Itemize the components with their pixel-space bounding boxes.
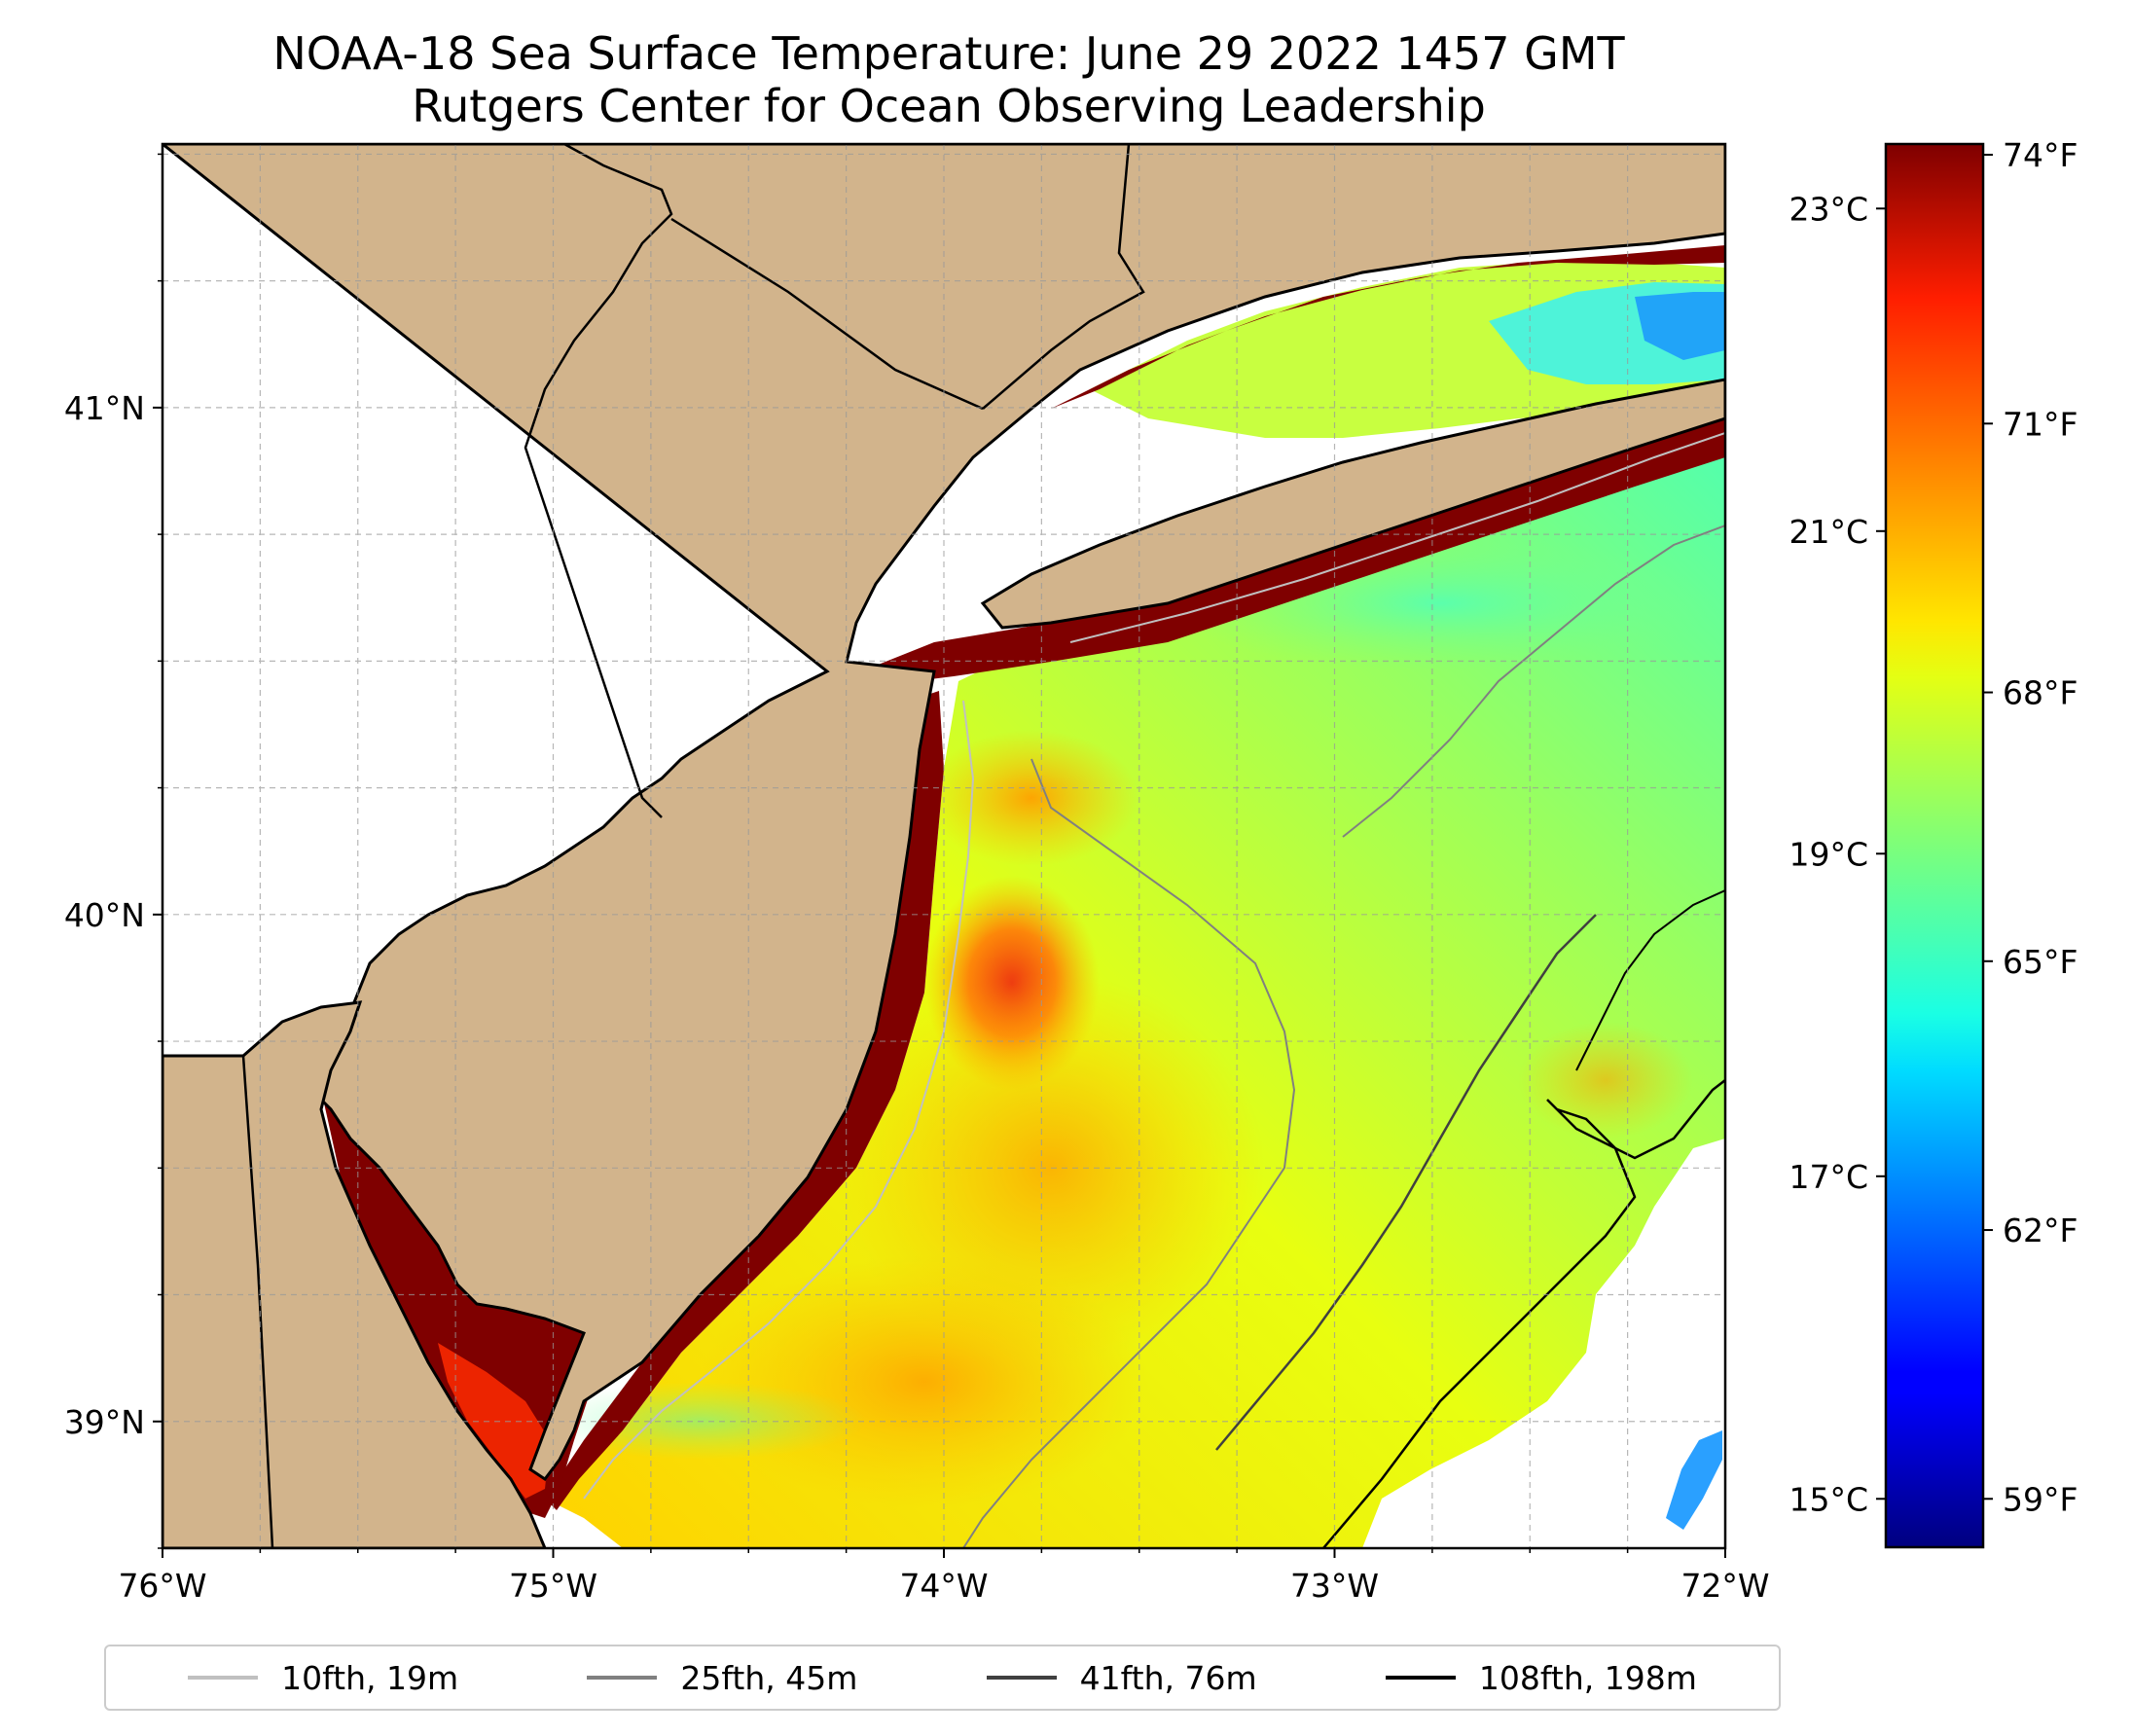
contour-25fth xyxy=(962,758,1296,1548)
cbar-c-label: 23°C xyxy=(1789,190,1868,228)
y-tick-label: 39°N xyxy=(64,1403,145,1441)
x-axis: 76°W 75°W 74°W 73°W 72°W xyxy=(118,1548,1770,1605)
cbar-f-label: 68°F xyxy=(2003,674,2078,712)
contour-41fth xyxy=(1215,914,1597,1451)
cbar-c-label: 19°C xyxy=(1789,835,1868,873)
cbar-f-label: 74°F xyxy=(2003,136,2078,174)
sst-coastal-warm-li-north xyxy=(1051,245,1725,409)
contour-108fth xyxy=(1322,1079,1725,1548)
contour-25fth-east xyxy=(1342,524,1725,838)
x-tick-label: 74°W xyxy=(899,1567,988,1605)
legend-item: 108fth, 198m xyxy=(1385,1658,1697,1697)
cbar-c-label: 21°C xyxy=(1789,513,1868,551)
legend-swatch xyxy=(986,1676,1057,1680)
y-tick-label: 40°N xyxy=(64,896,145,934)
legend: 10fth, 19m 25fth, 45m 41fth, 76m 108fth, 19… xyxy=(104,1645,1781,1711)
cbar-f-label: 59°F xyxy=(2003,1480,2078,1518)
chart-subtitle: Rutgers Center for Ocean Observing Leade… xyxy=(412,80,1486,132)
legend-swatch xyxy=(1385,1676,1456,1680)
x-tick-label: 75°W xyxy=(509,1567,597,1605)
x-tick-label: 76°W xyxy=(118,1567,206,1605)
land-long-island xyxy=(980,378,1725,630)
cbar-c-label: 17°C xyxy=(1789,1158,1868,1196)
legend-label: 25fth, 45m xyxy=(680,1658,858,1697)
x-tick-label: 72°W xyxy=(1680,1567,1769,1605)
state-border-pa-nj xyxy=(524,144,673,818)
y-axis: 41°N 40°N 39°N xyxy=(64,153,163,1549)
colorbar-celsius-axis: 15°C 17°C 19°C 21°C 23°C xyxy=(1789,190,1886,1518)
legend-item: 41fth, 76m xyxy=(986,1658,1257,1697)
sst-warm-east xyxy=(1518,1022,1693,1139)
y-tick-label: 41°N xyxy=(64,389,145,427)
sst-coastal-warm-nj xyxy=(545,691,944,1510)
contour-10fth-li xyxy=(1069,432,1725,643)
cbar-f-label: 62°F xyxy=(2003,1212,2078,1249)
sst-cool-patch-se xyxy=(1666,1430,1722,1530)
cbar-c-label: 15°C xyxy=(1789,1480,1868,1518)
legend-swatch xyxy=(188,1676,259,1680)
gridlines xyxy=(162,144,1726,1549)
colorbar xyxy=(1884,142,1985,1549)
colorbar-fahrenheit-axis: 59°F 62°F 65°F 68°F 71°F 74°F xyxy=(1983,136,2078,1518)
legend-item: 10fth, 19m xyxy=(188,1659,458,1697)
legend-item: 25fth, 45m xyxy=(587,1659,857,1697)
sst-warm-ne xyxy=(924,730,1138,866)
contour-10fth xyxy=(583,700,975,1500)
legend-label: 10fth, 19m xyxy=(281,1658,459,1697)
cbar-f-label: 71°F xyxy=(2003,405,2078,443)
state-border-ny-nj xyxy=(670,217,984,411)
sst-coastal-warm-li xyxy=(837,418,1725,686)
state-border-ny-ct xyxy=(982,144,1145,410)
land-delmarva xyxy=(163,1000,547,1548)
chart-title: NOAA-18 Sea Surface Temperature: June 29… xyxy=(272,27,1625,80)
delaware-bay-warm-core xyxy=(438,1343,550,1499)
sound-blue-zone xyxy=(1635,292,1725,360)
legend-label: 41fth, 76m xyxy=(1079,1658,1257,1697)
legend-label: 108fth, 198m xyxy=(1478,1658,1697,1697)
legend-swatch xyxy=(587,1676,658,1680)
x-tick-label: 73°W xyxy=(1290,1567,1379,1605)
cbar-f-label: 65°F xyxy=(2003,943,2078,981)
contour-108fth-ne xyxy=(1575,889,1725,1071)
sst-warm-south xyxy=(701,1255,1148,1508)
state-border-de-md xyxy=(241,1055,274,1548)
